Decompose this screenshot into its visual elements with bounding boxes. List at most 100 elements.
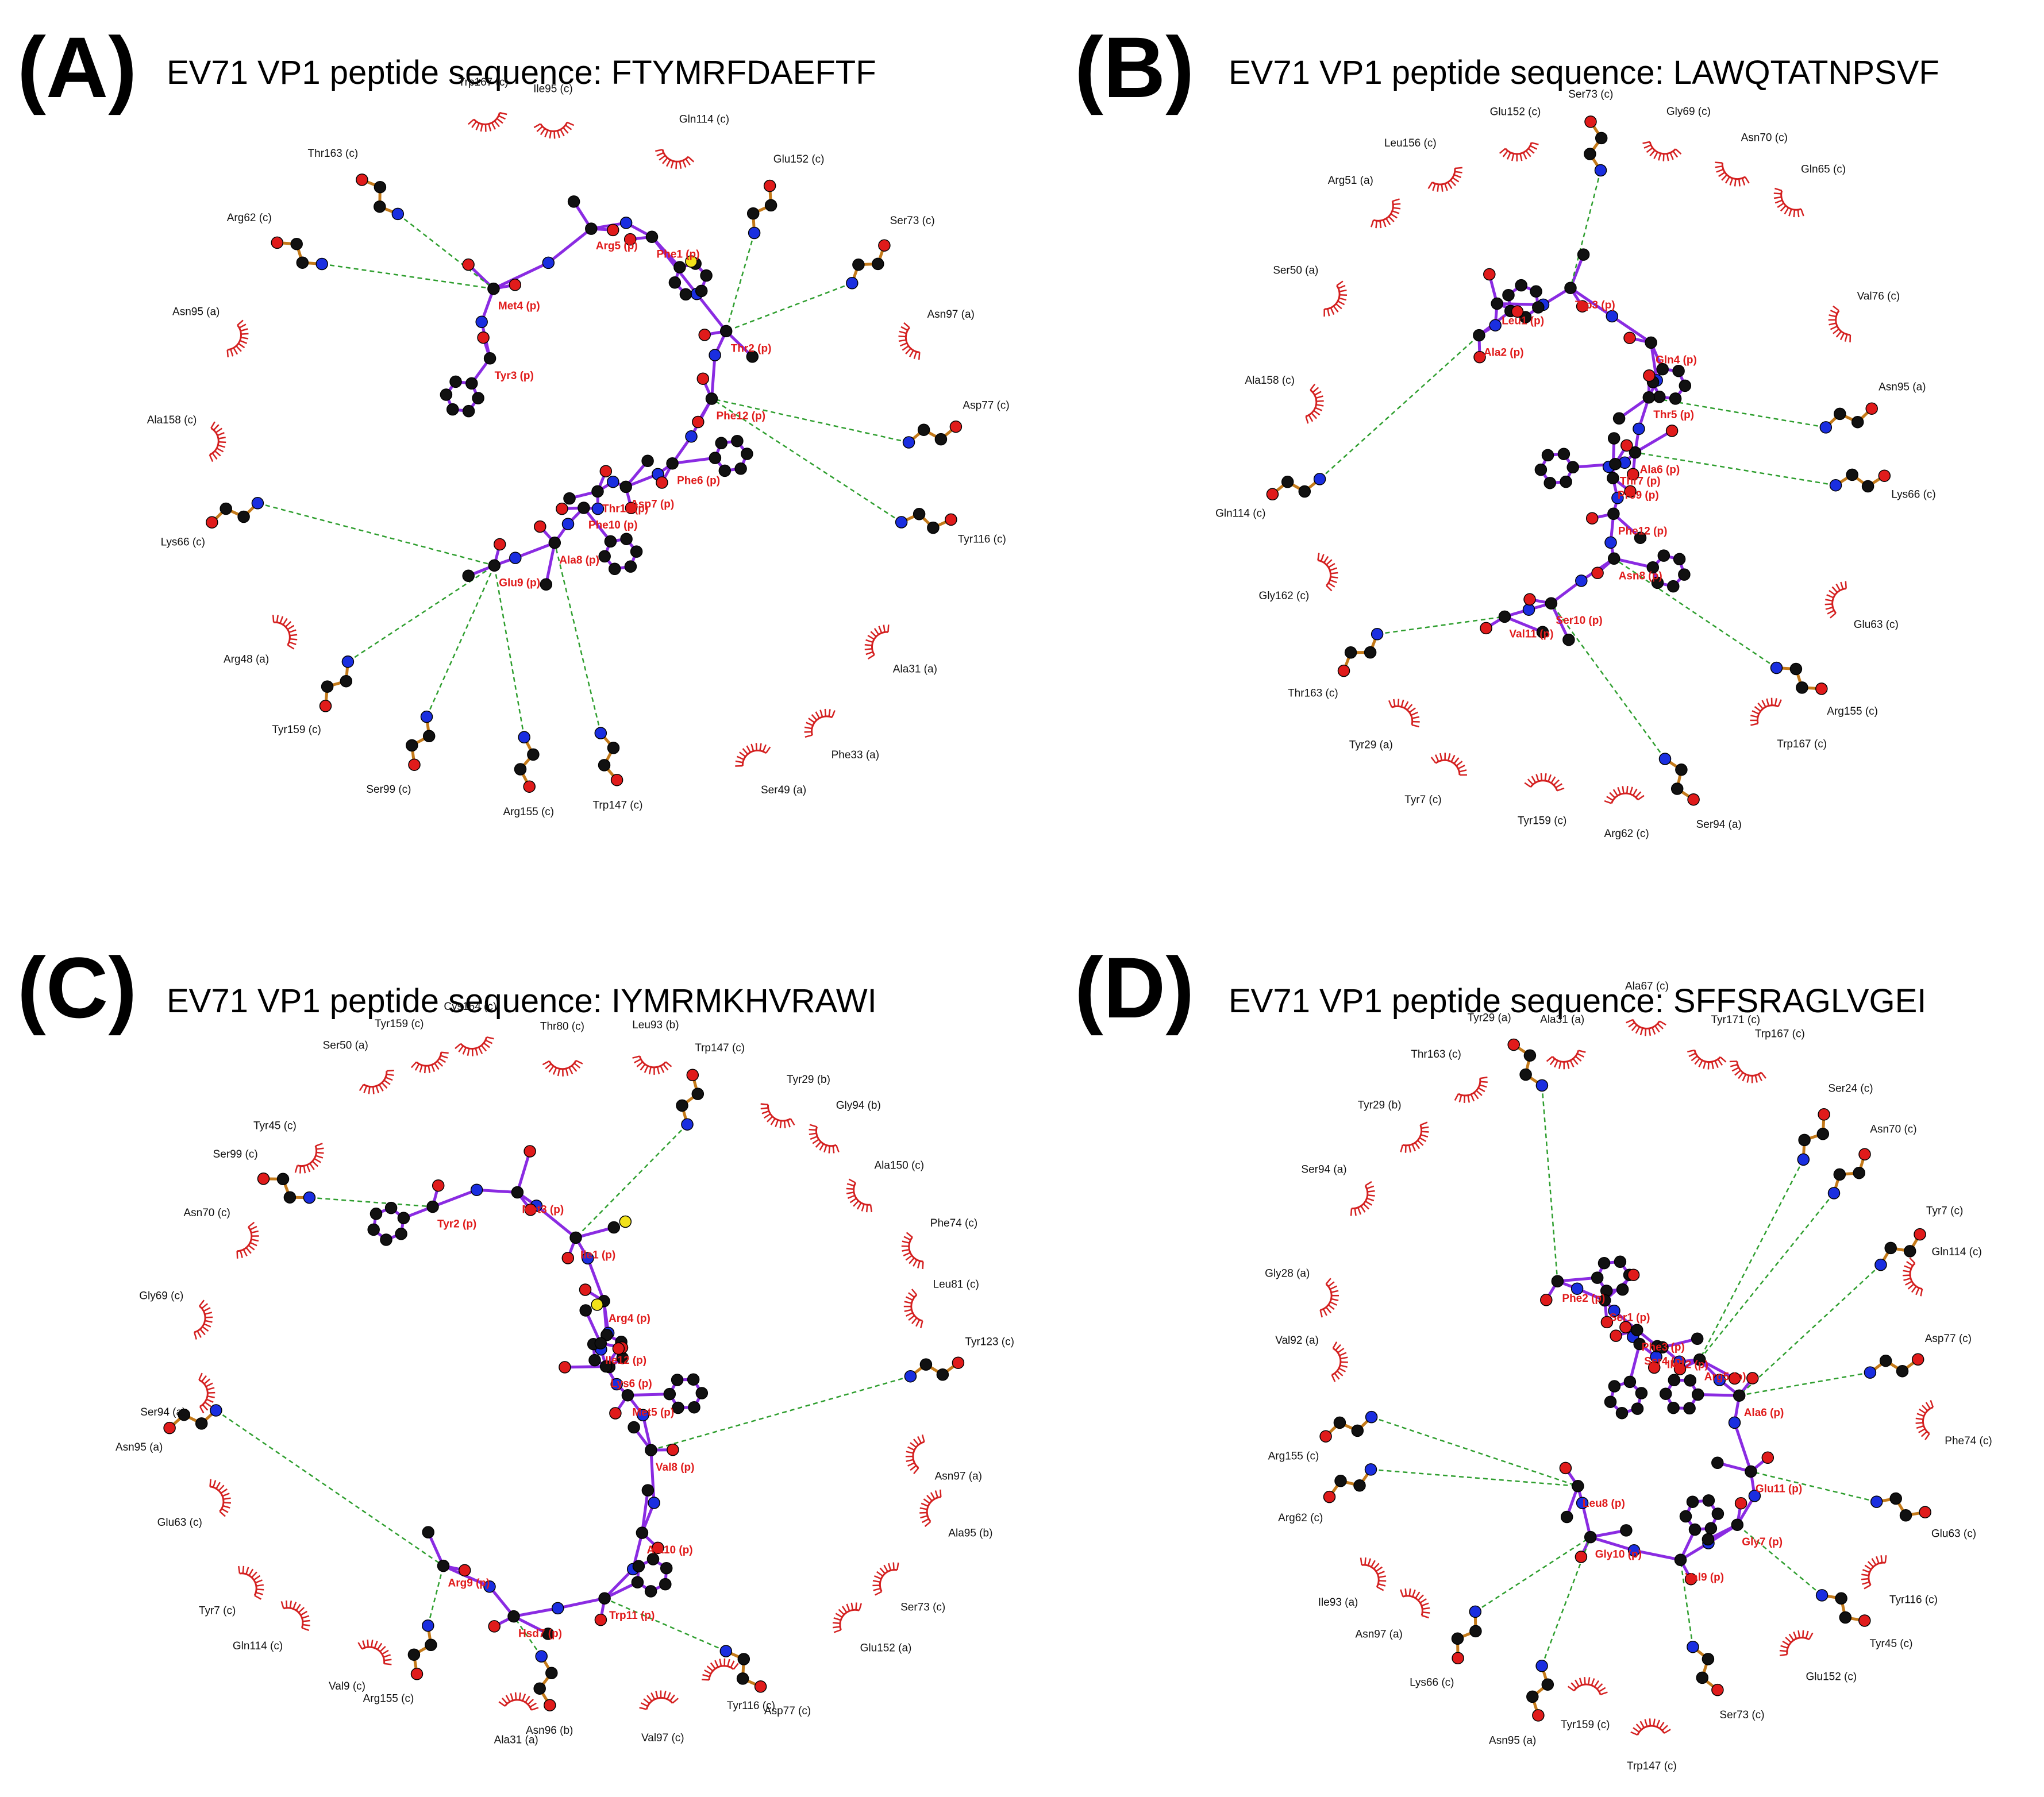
hydrogen-bond — [725, 233, 755, 331]
sulfur-atom — [591, 1298, 603, 1311]
hydrophobic-contact-arc — [1360, 1557, 1387, 1591]
alpha-carbon — [1631, 1324, 1643, 1336]
ring-carbon — [1679, 379, 1692, 392]
residue-atom — [1889, 1492, 1902, 1505]
side-chain-bond — [1697, 1393, 1739, 1397]
hydrogen-bond — [1541, 1085, 1558, 1282]
alpha-carbon — [1598, 1294, 1611, 1307]
alpha-carbon — [705, 392, 718, 405]
backbone-nitrogen — [685, 430, 698, 443]
alpha-carbon — [621, 1389, 634, 1402]
alpha-carbon — [1633, 1337, 1646, 1351]
side-chain-atom — [541, 1628, 555, 1640]
ring-carbon — [1688, 1523, 1702, 1536]
hydrophobic-contact-arc — [294, 1143, 324, 1174]
hydrophobic-contact-arc — [1388, 699, 1420, 728]
receptor-residue-label: Ser73 (c) — [1719, 1709, 1764, 1721]
hydrogen-bond — [575, 1124, 688, 1239]
receptor-residue-label: Asn95 (a) — [1489, 1734, 1536, 1746]
backbone-nitrogen — [475, 315, 488, 329]
peptide-residue-label: Phe10 (p) — [588, 519, 638, 531]
alpha-carbon — [548, 537, 561, 549]
side-chain-atom — [559, 1361, 571, 1374]
carbonyl-oxygen — [509, 279, 522, 291]
backbone-nitrogen — [1604, 536, 1617, 549]
receptor-residue-label: Glu152 (c) — [773, 153, 825, 165]
ring-carbon — [1684, 1374, 1697, 1387]
peptide-residue-label: Val8 (p) — [656, 1461, 695, 1474]
side-chain-atom — [567, 195, 580, 208]
residue-bond — [277, 241, 322, 265]
residue-bond — [680, 1074, 700, 1125]
residue-atom — [913, 508, 926, 520]
residue-atom — [895, 516, 908, 529]
side-chain-atom — [1620, 1524, 1633, 1537]
panel-letter: (B) — [1075, 19, 1195, 115]
panel-c: (C) EV71 VP1 peptide sequence: IYMRMKHVR… — [0, 898, 1022, 1797]
receptor-residue-label: Glu152 (c) — [1806, 1671, 1857, 1683]
residue-atom — [1266, 488, 1279, 501]
receptor-residue-label: Cys164 (c) — [444, 1001, 496, 1013]
side-chain-atom — [579, 1304, 592, 1317]
receptor-residue-label: Tyr7 (c) — [199, 1605, 236, 1617]
residue-atom — [927, 521, 940, 534]
receptor-residue-label: Arg48 (a) — [224, 654, 269, 666]
residue-atom — [1829, 479, 1842, 492]
backbone-nitrogen — [542, 256, 555, 269]
hydrophobic-contact-arc — [919, 1489, 942, 1528]
residue-atom — [1507, 1038, 1520, 1051]
receptor-residue-label: Ile95 (c) — [533, 83, 573, 95]
receptor-residue-label: Tyr116 (c) — [958, 534, 1006, 546]
backbone-nitrogen — [1576, 1497, 1589, 1509]
hydrogen-bond — [215, 1410, 444, 1567]
receptor-residue-label: Val76 (c) — [1857, 291, 1900, 303]
carbonyl-oxygen — [698, 329, 711, 341]
side-chain-atom — [540, 578, 553, 591]
residue-atom — [1519, 1068, 1532, 1081]
receptor-residue-label: Trp167 (c) — [1755, 1028, 1805, 1040]
hydrophobic-contact-arc — [193, 1299, 213, 1340]
ring-carbon — [1646, 561, 1660, 574]
label-layer: Tyr2 (p) Met3 (p) Ile1 (p) Arg4 (p) Ile12 (p… — [116, 1001, 1014, 1746]
residue-atom — [1298, 485, 1311, 498]
side-chain-atom — [422, 1526, 434, 1538]
receptor-residue-label: Glu63 (c) — [1854, 619, 1899, 631]
hbond-layer — [257, 213, 909, 738]
residue-bond — [909, 1362, 959, 1378]
residue-bond — [518, 736, 535, 788]
alpha-carbon — [1584, 1530, 1597, 1544]
backbone-nitrogen — [619, 217, 633, 229]
hydrophobic-contact-arc — [846, 1178, 873, 1213]
residue-atom — [1532, 1709, 1545, 1722]
ring-carbon — [1651, 576, 1664, 589]
residue-atom — [422, 730, 436, 743]
receptor-residue-label: Phe74 (c) — [1945, 1435, 1992, 1447]
side-chain-bond — [544, 542, 556, 585]
residue-atom — [1526, 1690, 1539, 1703]
receptor-residue-label: Glu152 (c) — [1490, 106, 1541, 118]
hydrophobic-contact-arc — [1715, 161, 1750, 187]
residue-atom — [210, 1404, 222, 1417]
carbonyl-oxygen — [1559, 1461, 1572, 1475]
residue-atom — [527, 748, 540, 761]
hydrogen-bond — [726, 282, 853, 332]
alpha-carbon — [426, 1200, 439, 1213]
hydrophobic-contact-arc — [542, 1059, 583, 1077]
hydrophobic-contact-arc — [1750, 697, 1782, 726]
receptor-residue-label: Asn95 (a) — [172, 306, 220, 318]
peptide-residue-label: Thr7 (p) — [1620, 476, 1661, 488]
hydrophobic-contact-arc — [1400, 1588, 1430, 1619]
ring-carbon — [1667, 580, 1680, 593]
receptor-residue-label: Ala158 (c) — [147, 414, 197, 426]
ring-carbon — [660, 1561, 673, 1575]
alpha-carbon — [645, 1444, 657, 1456]
residue-atom — [1870, 1495, 1883, 1508]
residue-atom — [764, 199, 777, 212]
residue-atom — [748, 226, 761, 240]
receptor-residue-label: Lys66 (c) — [161, 536, 205, 548]
residue-atom — [1864, 1366, 1877, 1379]
alpha-carbon — [599, 1360, 613, 1373]
side-chain-atom — [692, 415, 705, 429]
receptor-residue-label: Ser49 (a) — [761, 784, 806, 796]
hydrophobic-contact-arc — [209, 1479, 231, 1517]
